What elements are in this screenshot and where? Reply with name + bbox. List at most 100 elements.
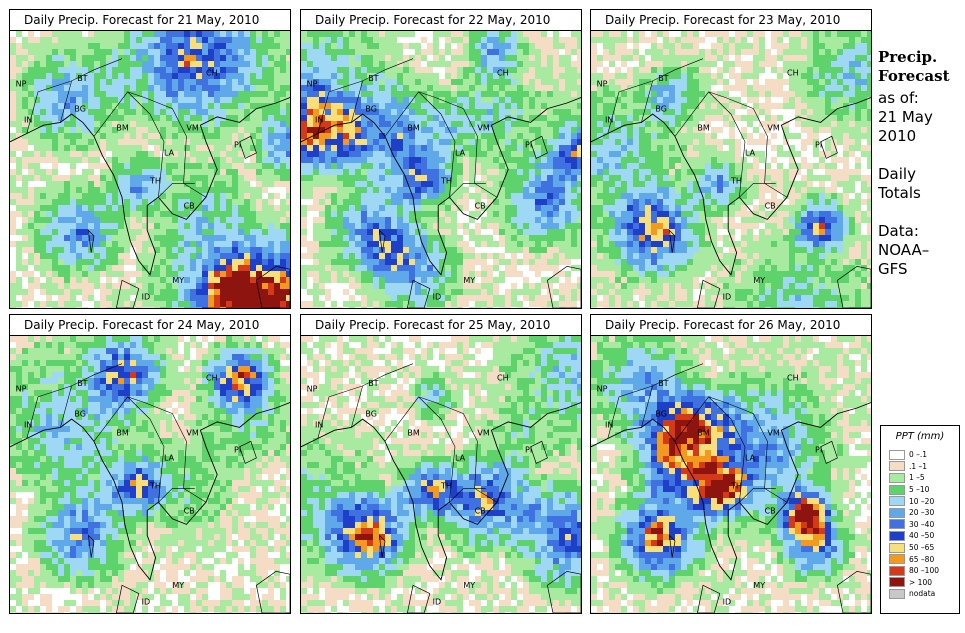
country-border (725, 97, 788, 198)
country-border (93, 91, 145, 137)
country-border (26, 385, 72, 439)
island-outline (837, 571, 871, 613)
country-label: PI (234, 140, 241, 149)
country-label: BM (697, 124, 709, 133)
legend-swatch (889, 588, 905, 599)
forecast-panel: Daily Precip. Forecast for 23 May, 2010 N… (590, 9, 872, 309)
legend-label: 30 –40 (909, 519, 935, 529)
country-label: PI (815, 445, 822, 454)
forecast-info-line: Daily (878, 165, 916, 183)
country-border (127, 91, 165, 198)
country-border (384, 91, 436, 137)
island-outline (87, 534, 95, 558)
precip-raster: NP BT IN BG BM CH VM LA TH CB MY ID PI (10, 336, 290, 613)
precip-raster: NP BT IN BG BM CH VM LA TH CB MY ID PI (301, 31, 581, 308)
country-label: CH (787, 373, 799, 382)
precip-map: NP BT IN BG BM CH VM LA TH CB MY ID PI (9, 30, 291, 309)
country-label: LA (164, 454, 175, 463)
country-label: LA (164, 149, 175, 158)
precip-raster: NP BT IN BG BM CH VM LA TH CB MY ID PI (591, 336, 871, 613)
country-label: CB (765, 201, 776, 210)
country-label: BG (365, 409, 377, 418)
country-label: BG (655, 409, 667, 418)
country-label: VM (477, 124, 489, 133)
legend-item: 5 –10 (881, 484, 959, 496)
country-label: VM (186, 429, 198, 438)
country-label: MY (753, 276, 765, 285)
island-outline (547, 571, 581, 613)
country-label: BM (407, 124, 419, 133)
forecast-info-line: as of: (878, 89, 919, 107)
country-label: BM (116, 429, 128, 438)
island-outline (530, 440, 548, 464)
country-label: CH (497, 373, 509, 382)
island-outline (837, 266, 871, 308)
country-label: BG (74, 104, 86, 113)
country-border (607, 385, 653, 439)
country-label: VM (767, 124, 779, 133)
country-label: LA (745, 454, 756, 463)
country-label: IN (315, 115, 323, 124)
country-label: CB (475, 506, 486, 515)
country-border (60, 58, 123, 123)
island-outline (256, 571, 290, 613)
precip-map: NP BT IN BG BM CH VM LA TH CB MY ID PI (300, 30, 582, 309)
coastline (591, 402, 871, 581)
legend-label: 65 –80 (909, 554, 935, 564)
legend-swatch (889, 542, 905, 553)
island-outline (547, 266, 581, 308)
forecast-info-spacer (878, 146, 964, 165)
country-label: PI (815, 140, 822, 149)
ppt-legend: PPT (mm) 0 –.1.1 –1 1 –5 5 –10 10 –20 20 –30… (880, 425, 960, 614)
country-label: IN (605, 420, 613, 429)
forecast-info: Precip. Forecast as of: 21 May 2010 Daily T… (878, 48, 964, 279)
country-label: MY (753, 581, 765, 590)
coastline (301, 402, 581, 581)
country-label: BT (368, 379, 378, 388)
country-border (674, 396, 726, 442)
precip-map: NP BT IN BG BM CH VM LA TH CB MY ID PI (590, 335, 872, 614)
country-border (384, 396, 436, 442)
country-border (708, 396, 746, 503)
country-label: TH (149, 481, 161, 490)
panel-title: Daily Precip. Forecast for 23 May, 2010 (590, 9, 872, 31)
country-label: NP (307, 79, 318, 88)
legend-item: > 100 (881, 577, 959, 589)
precip-map: NP BT IN BG BM CH VM LA TH CB MY ID PI (9, 335, 291, 614)
legend-item: nodata (881, 588, 959, 600)
island-outline (697, 584, 721, 613)
legend-item: 50 –65 (881, 542, 959, 554)
country-label: IN (24, 115, 32, 124)
island-outline (256, 266, 290, 308)
country-border (435, 402, 498, 503)
panel-title: Daily Precip. Forecast for 21 May, 2010 (9, 9, 291, 31)
country-label: IN (605, 115, 613, 124)
island-outline (239, 135, 257, 159)
country-label: CH (787, 68, 799, 77)
precip-raster: NP BT IN BG BM CH VM LA TH CB MY ID PI (301, 336, 581, 613)
legend-label: 10 –20 (909, 496, 935, 506)
country-label: BT (658, 379, 668, 388)
country-label: ID (723, 598, 732, 607)
legend-swatch (889, 554, 905, 565)
country-border (641, 58, 704, 123)
country-label: CB (765, 506, 776, 515)
legend-label: 1 –5 (909, 473, 925, 483)
country-label: VM (767, 429, 779, 438)
country-border (351, 58, 414, 123)
country-label: ID (723, 293, 732, 302)
island-outline (378, 534, 386, 558)
legend-swatch (889, 484, 905, 495)
country-border (641, 363, 704, 428)
country-border (26, 80, 72, 134)
legend-label: 5 –10 (909, 485, 930, 495)
forecast-info-line: NOAA– (878, 241, 930, 259)
legend-item: 80 –100 (881, 565, 959, 577)
country-label: PI (525, 445, 532, 454)
country-label: CH (206, 373, 218, 382)
forecast-info-line: Data: (878, 222, 919, 240)
coastline (301, 97, 581, 276)
legend-swatch (889, 565, 905, 576)
country-border (449, 488, 486, 503)
coastline (591, 97, 871, 276)
